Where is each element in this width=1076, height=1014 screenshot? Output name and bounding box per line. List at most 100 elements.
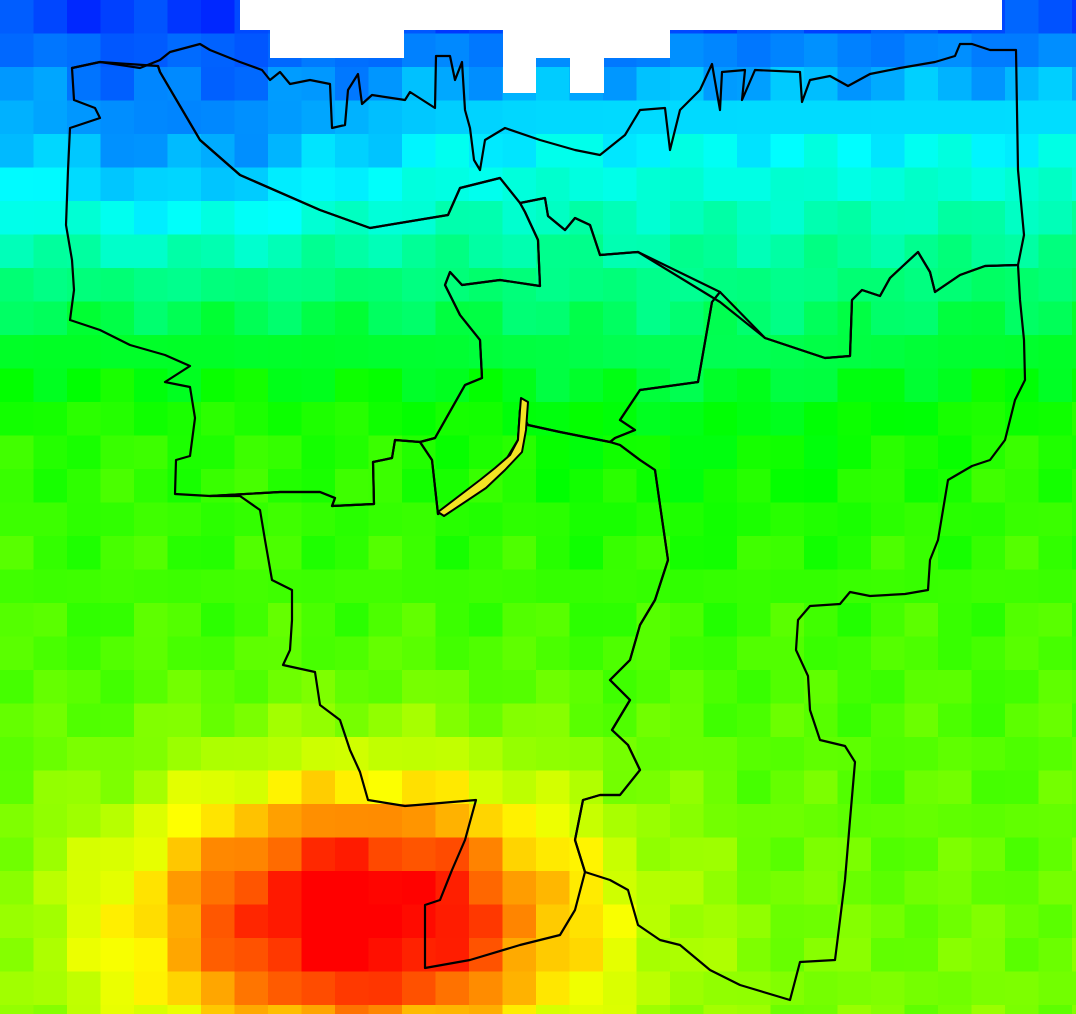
- heatmap-cell: [67, 804, 102, 839]
- heatmap-cell: [670, 804, 705, 839]
- heatmap-cell: [335, 335, 370, 370]
- heatmap-cell: [502, 603, 537, 638]
- heatmap-cell: [971, 770, 1006, 805]
- heatmap-cell: [871, 971, 906, 1006]
- heatmap-cell: [67, 670, 102, 705]
- heatmap-cell: [335, 268, 370, 303]
- heatmap-cell: [670, 402, 705, 437]
- heatmap-cell: [871, 938, 906, 973]
- heatmap-cell: [871, 1005, 906, 1014]
- heatmap-cell: [0, 871, 35, 906]
- heatmap-cell: [1038, 201, 1073, 236]
- heatmap-cell: [335, 904, 370, 939]
- heatmap-cell: [402, 167, 437, 202]
- heatmap-cell: [603, 804, 638, 839]
- heatmap-cell: [134, 804, 169, 839]
- heatmap-cell: [368, 971, 403, 1006]
- heatmap-cell: [33, 201, 68, 236]
- heatmap-cell: [536, 703, 571, 738]
- heatmap-cell: [469, 402, 504, 437]
- heatmap-cell: [368, 234, 403, 269]
- heatmap-cell: [703, 134, 738, 169]
- heatmap-cell: [67, 502, 102, 537]
- heatmap-cell: [636, 837, 671, 872]
- heatmap-cell: [938, 402, 973, 437]
- heatmap-cell: [971, 67, 1006, 102]
- heatmap-cell: [770, 268, 805, 303]
- heatmap-cell: [469, 536, 504, 571]
- heatmap-cell: [670, 904, 705, 939]
- heatmap-cell: [502, 871, 537, 906]
- heatmap-cell: [234, 871, 269, 906]
- heatmap-cell: [435, 134, 470, 169]
- heatmap-cell: [670, 301, 705, 336]
- heatmap-cell: [871, 33, 906, 68]
- heatmap-cell: [201, 201, 236, 236]
- heatmap-cell: [1005, 904, 1040, 939]
- heatmap-cell: [335, 670, 370, 705]
- heatmap-cell: [33, 703, 68, 738]
- heatmap-cell: [502, 703, 537, 738]
- heatmap-cell: [368, 100, 403, 135]
- heatmap-cell: [871, 134, 906, 169]
- heatmap-cell: [167, 804, 202, 839]
- heatmap-cell: [971, 837, 1006, 872]
- heatmap-cell: [536, 971, 571, 1006]
- heatmap-cell: [33, 804, 68, 839]
- heatmap-cell: [33, 904, 68, 939]
- heatmap-cell: [871, 167, 906, 202]
- heatmap-cell: [402, 536, 437, 571]
- heatmap-cell: [134, 636, 169, 671]
- heatmap-cell: [100, 971, 135, 1006]
- nodata-cell: [240, 0, 1002, 30]
- heatmap-cell: [268, 502, 303, 537]
- heatmap-cell: [67, 402, 102, 437]
- heatmap-cell: [469, 971, 504, 1006]
- heatmap-cell: [335, 804, 370, 839]
- heatmap-cell: [234, 234, 269, 269]
- heatmap-cell: [871, 368, 906, 403]
- heatmap-cell: [871, 569, 906, 604]
- heatmap-cell: [703, 670, 738, 705]
- heatmap-cell: [569, 502, 604, 537]
- heatmap-cell: [33, 1005, 68, 1014]
- heatmap-cell: [1005, 469, 1040, 504]
- heatmap-cell: [402, 703, 437, 738]
- heatmap-cell: [201, 569, 236, 604]
- heatmap-cell: [636, 971, 671, 1006]
- heatmap-cell: [100, 502, 135, 537]
- heatmap-cell: [167, 134, 202, 169]
- heatmap-cell: [703, 1005, 738, 1014]
- heatmap-cell: [871, 636, 906, 671]
- heatmap-cell: [804, 134, 839, 169]
- heatmap-cell: [435, 167, 470, 202]
- heatmap-cell: [134, 234, 169, 269]
- heatmap-cell: [1072, 569, 1076, 604]
- heatmap-cell: [134, 904, 169, 939]
- heatmap-cell: [804, 435, 839, 470]
- heatmap-cell: [770, 1005, 805, 1014]
- heatmap-cell: [234, 268, 269, 303]
- heatmap-cell: [100, 770, 135, 805]
- heatmap-cell: [301, 134, 336, 169]
- heatmap-cell: [636, 502, 671, 537]
- heatmap-cell: [134, 502, 169, 537]
- heatmap-cell: [100, 603, 135, 638]
- heatmap-cell: [301, 301, 336, 336]
- heatmap-cell: [1038, 636, 1073, 671]
- heatmap-cell: [569, 402, 604, 437]
- heatmap-cell: [268, 837, 303, 872]
- heatmap-cell: [167, 1005, 202, 1014]
- heatmap-cell: [636, 301, 671, 336]
- heatmap-cell: [268, 268, 303, 303]
- heatmap-cell: [670, 770, 705, 805]
- heatmap-cell: [201, 167, 236, 202]
- heatmap-cell: [837, 971, 872, 1006]
- heatmap-cell: [167, 536, 202, 571]
- heatmap-cell: [268, 703, 303, 738]
- heatmap-cell: [234, 737, 269, 772]
- heatmap-cell: [134, 469, 169, 504]
- heatmap-cell: [368, 502, 403, 537]
- heatmap-cell: [938, 770, 973, 805]
- heatmap-cell: [737, 603, 772, 638]
